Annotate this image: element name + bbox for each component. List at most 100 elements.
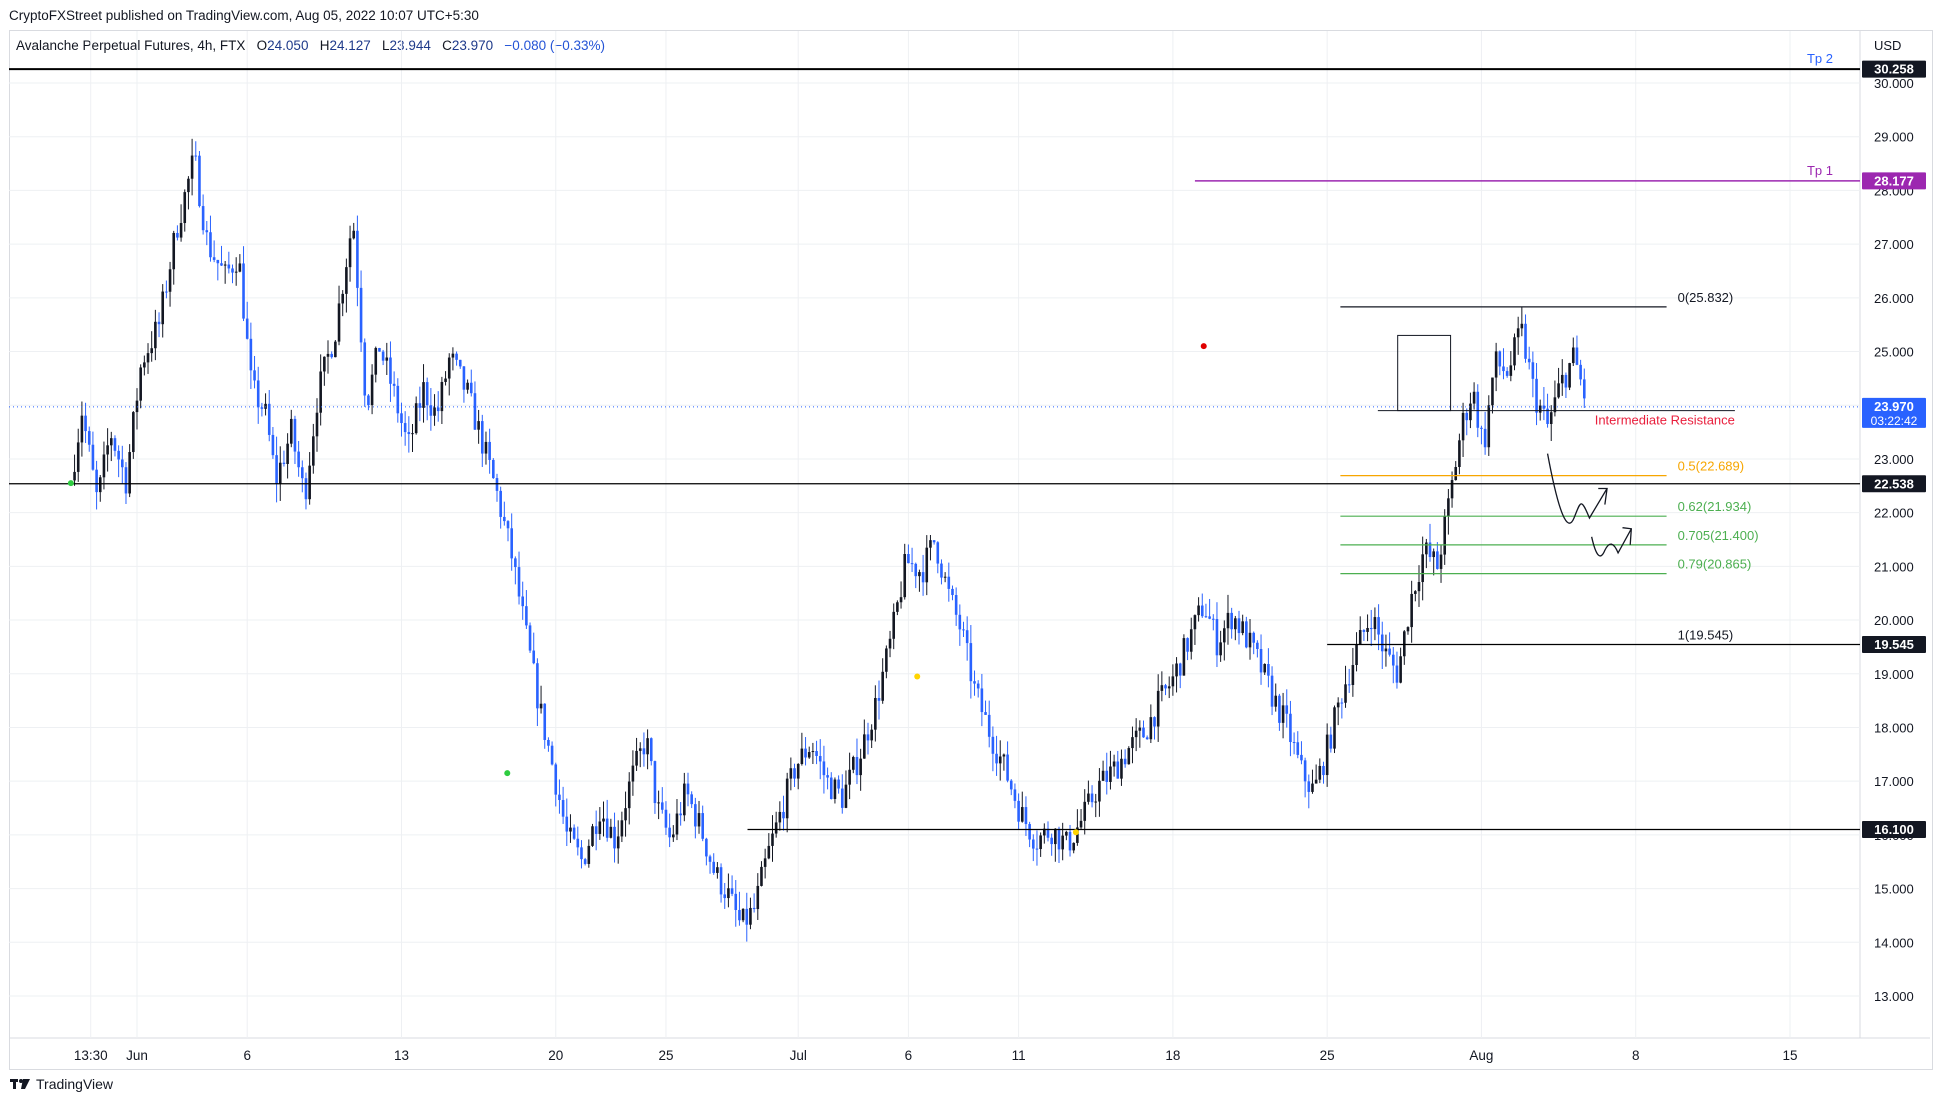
candle-body [121,459,124,468]
candle-body [1557,383,1560,398]
candle-body [995,753,998,764]
y-tick-label: 25.000 [1874,345,1914,360]
candle-body [627,781,631,809]
candle-body [403,423,407,433]
candle-body [1491,377,1494,406]
tradingview-logo-icon [10,1079,30,1089]
candle-body [1516,328,1520,338]
candle-body [730,888,734,894]
symbol-legend: Avalanche Perpetual Futures, 4h, FTX O24… [16,38,605,53]
x-tick-label: 20 [548,1048,563,1063]
candle-body [510,528,513,559]
candle-body [1267,664,1270,676]
fib-label-0.79: 0.79(20.865) [1678,557,1752,572]
candle-body [1031,839,1035,849]
candle-body [1369,627,1373,630]
candle-body [1182,638,1186,676]
fib-label-1: 1(19.545) [1678,627,1734,642]
candle-body [315,412,319,437]
publish-header: CryptoFXStreet published on TradingView.… [9,8,479,23]
projection-arrowhead-1 [1598,487,1608,505]
candle-body [818,755,822,762]
candle-body [701,813,704,839]
candle-body [1362,630,1366,632]
candle-body [392,383,396,386]
candle-body [1002,754,1006,757]
candle-body [855,757,859,776]
candle-body [587,845,591,864]
candle-body [550,745,554,765]
candle-body [1204,616,1208,618]
candle-body [1568,363,1571,388]
candle-body [1347,684,1351,686]
y-tick-label: 18.000 [1874,720,1914,735]
candle-body [209,232,212,258]
x-tick-label: 13:30 [74,1048,108,1063]
candle-body [793,768,796,779]
tp2-label: Tp 2 [1807,51,1833,66]
candle-body [514,558,517,568]
candle-body [297,451,300,468]
candle-body [289,418,293,444]
candle-body [117,450,120,460]
candle-body [1575,347,1579,365]
candle-body [517,567,521,597]
candle-body [991,736,995,754]
y-tick-label: 19.000 [1874,667,1914,682]
candle-body [1223,628,1226,643]
x-tick-label: 11 [1012,1048,1026,1063]
candle-body [987,714,991,737]
candle-body [1560,374,1564,384]
candle-body [157,321,161,325]
candle-body [341,293,345,304]
candle-body [929,540,932,548]
candle-body [1296,742,1300,755]
candle-body [194,155,198,157]
change-value: −0.080 (−0.33%) [504,38,605,53]
candle-body [172,232,176,270]
candle-body [829,777,833,799]
y-tick-label: 30.000 [1874,76,1914,91]
price-tag-text: 28.177 [1874,173,1914,188]
candle-body [958,614,962,630]
candle-body [1178,663,1182,676]
y-tick-label: 17.000 [1874,774,1914,789]
candle-body [1546,408,1549,424]
chart-frame [9,30,1933,1070]
candle-body [176,232,179,238]
candle-body [591,826,594,846]
candle-body [154,321,157,349]
candle-body [1090,793,1094,803]
candle-body [425,382,429,406]
candle-body [1149,717,1153,740]
candle-body [1153,717,1156,727]
candle-body [778,811,782,823]
candle-body [165,291,168,293]
candle-body [495,478,499,491]
y-tick-label: 27.000 [1874,237,1914,252]
candle-body [1050,837,1053,845]
candle-body [1285,705,1289,714]
candle-body [1013,789,1017,801]
candle-body [1248,632,1252,648]
x-tick-label: Jul [790,1048,807,1063]
candle-body [220,263,223,266]
candle-body [245,318,249,339]
candle-body [433,407,436,416]
candle-body [1219,642,1222,656]
candle-body [1579,364,1582,380]
candle-body [1480,427,1483,429]
close-value: 23.970 [451,38,494,53]
x-tick-label: 25 [658,1048,673,1063]
candle-body [536,663,539,709]
footer: TradingView [10,1076,113,1092]
candle-body [976,683,980,689]
symbol-title[interactable]: Avalanche Perpetual Futures, 4h, FTX [16,38,246,53]
candle-body [1197,605,1200,616]
candle-body [242,263,245,319]
candle-body [558,794,561,801]
candle-body [1487,405,1491,448]
candle-body [1028,824,1031,840]
candle-body [286,443,289,464]
